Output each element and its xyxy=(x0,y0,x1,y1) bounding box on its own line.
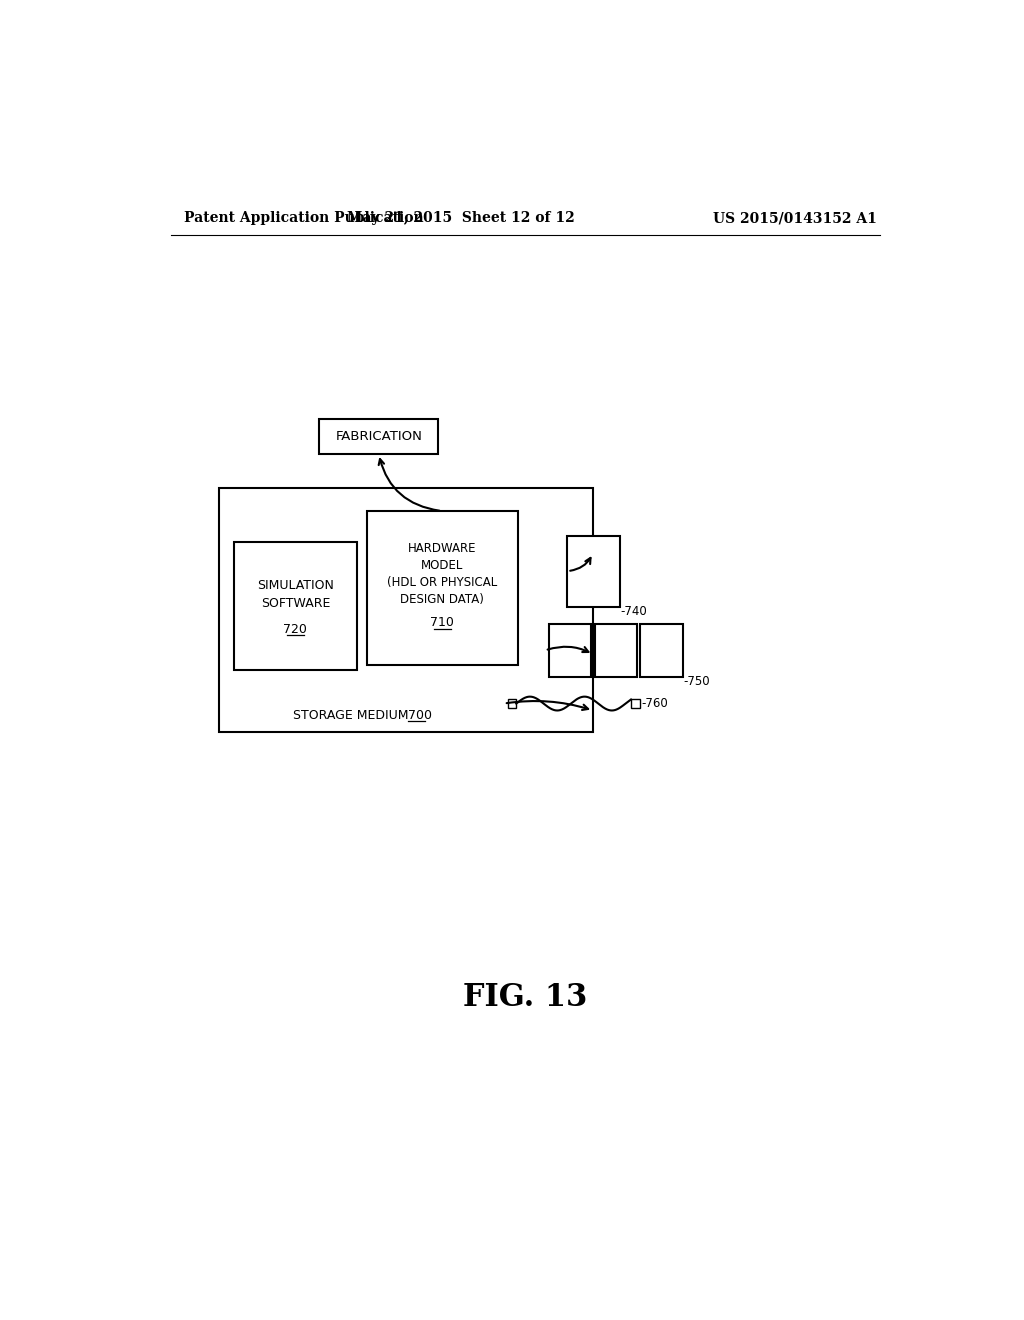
Bar xyxy=(508,700,516,708)
Text: FIG. 13: FIG. 13 xyxy=(463,982,587,1014)
Bar xyxy=(567,536,621,607)
Bar xyxy=(367,511,518,665)
Text: 710: 710 xyxy=(430,616,455,630)
Text: SIMULATION
SOFTWARE: SIMULATION SOFTWARE xyxy=(257,579,334,610)
Text: -740: -740 xyxy=(621,605,647,618)
Text: FABRICATION: FABRICATION xyxy=(335,430,422,444)
Bar xyxy=(640,624,683,677)
Text: 700: 700 xyxy=(408,709,432,722)
Bar xyxy=(631,700,640,708)
Text: STORAGE MEDIUM: STORAGE MEDIUM xyxy=(293,709,417,722)
Bar xyxy=(319,418,438,454)
Bar xyxy=(234,543,356,671)
Text: Patent Application Publication: Patent Application Publication xyxy=(183,211,424,226)
Text: 720: 720 xyxy=(284,623,307,636)
Text: May 21, 2015  Sheet 12 of 12: May 21, 2015 Sheet 12 of 12 xyxy=(347,211,575,226)
Text: -760: -760 xyxy=(642,697,669,710)
Text: HARDWARE
MODEL
(HDL OR PHYSICAL
DESIGN DATA): HARDWARE MODEL (HDL OR PHYSICAL DESIGN D… xyxy=(387,543,498,606)
Text: -750: -750 xyxy=(683,675,710,688)
Bar xyxy=(219,488,593,733)
Text: US 2015/0143152 A1: US 2015/0143152 A1 xyxy=(713,211,877,226)
Bar xyxy=(595,624,637,677)
Bar xyxy=(549,624,592,677)
